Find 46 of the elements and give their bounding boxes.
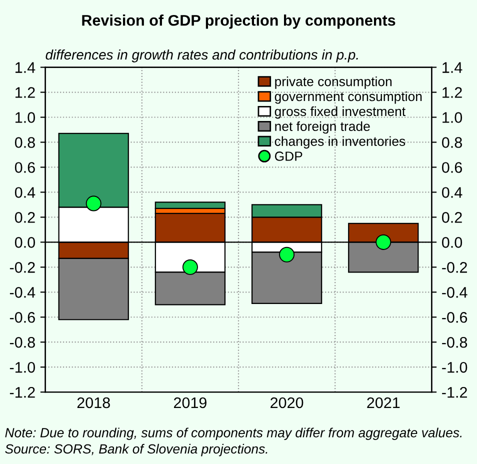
point — [86, 196, 102, 212]
y2-tick-label: -0.8 — [442, 336, 468, 348]
y-tick-label: 0.4 — [14, 187, 36, 198]
x-tick-label: 2020 — [270, 397, 304, 408]
y-tick-label: -0.8 — [10, 336, 35, 348]
y-tick-label: 0.0 — [14, 237, 35, 248]
point — [182, 259, 198, 275]
y-tick-label: 1.4 — [16, 62, 36, 73]
x-tick-label: 2019 — [174, 397, 206, 408]
point — [376, 234, 392, 250]
y2-tick-label: 1.2 — [442, 87, 462, 98]
y-tick-label: -1.2 — [10, 386, 35, 398]
y2-tick-label: 1.4 — [442, 62, 462, 73]
y-tick-label: -1.0 — [10, 362, 35, 373]
y2-tick-label: 1.0 — [442, 112, 462, 123]
legend-label: gross fixed investment — [274, 106, 406, 119]
y-tick-label: -0.2 — [10, 262, 35, 273]
chart-title: Revision of GDP projection by components — [82, 14, 396, 29]
legend-label: GDP — [274, 152, 302, 161]
y2-tick-label: 0.0 — [442, 237, 462, 248]
y2-tick-label: -1.0 — [442, 362, 468, 373]
y-tick-label: -0.6 — [10, 312, 35, 323]
y2-tick-label: 0.8 — [442, 137, 462, 148]
legend-label: changes in inventories — [274, 136, 406, 149]
y2-tick-label: 0.2 — [442, 212, 462, 223]
x-tick-label: 2021 — [367, 397, 400, 408]
y-tick-label: 0.2 — [14, 212, 35, 223]
y2-tick-label: -0.6 — [442, 312, 468, 323]
y2-tick-label: 0.6 — [442, 162, 462, 173]
y2-tick-label: -1.2 — [442, 386, 467, 398]
y-axis-title: differences in growth rates and contributions in p.p. — [46, 49, 358, 62]
point — [279, 246, 295, 262]
y-tick-label: 1.2 — [16, 87, 35, 98]
y-tick-label: 0.8 — [14, 137, 35, 148]
legend-label: private consumption — [275, 76, 392, 89]
y-tick-label: 0.6 — [14, 162, 35, 173]
y-tick-label: -0.4 — [10, 287, 36, 298]
x-tick-label: 2018 — [77, 397, 110, 408]
source-note: Source: SORS, Bank of Slovenia projections. — [5, 444, 268, 456]
legend-label: net foreign trade — [275, 121, 370, 134]
y2-tick-label: -0.2 — [442, 262, 467, 273]
legend-label: government consumption — [274, 91, 422, 104]
y2-tick-label: 0.4 — [442, 187, 462, 198]
y-tick-label: 1.0 — [16, 112, 35, 123]
y2-tick-label: -0.4 — [442, 287, 468, 298]
text: Note: Due to rounding, sums of components may differ from aggregate values. — [5, 428, 462, 440]
